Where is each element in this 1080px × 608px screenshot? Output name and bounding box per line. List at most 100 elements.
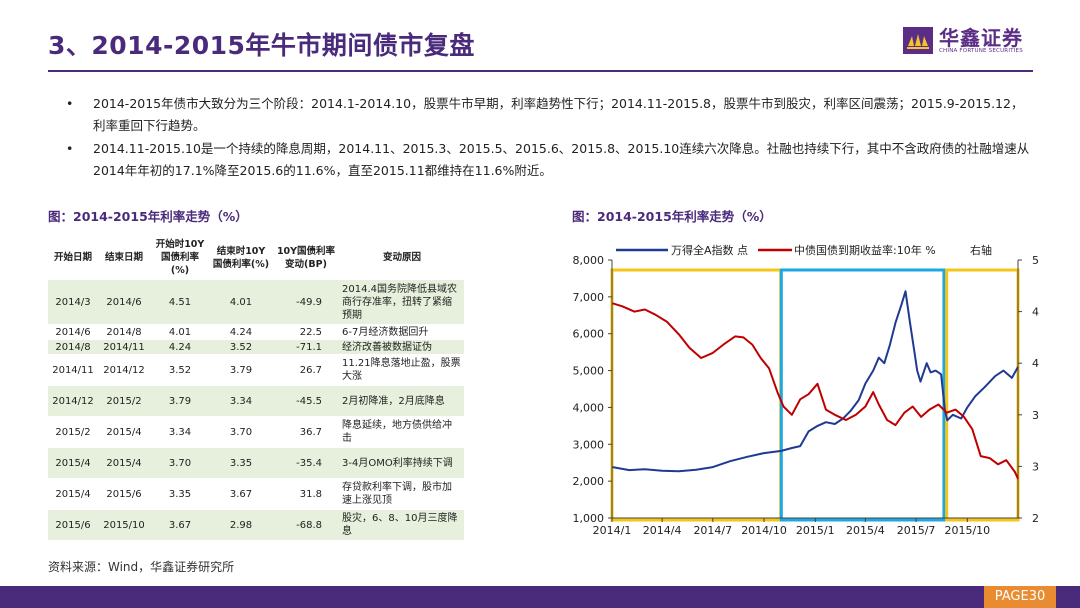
cell-rate-start: 3.34 [150,416,210,448]
cell-start: 2015/2 [48,416,98,448]
table-row: 2015/4 2015/6 3.35 3.67 31.8 存贷款利率下调，股市加… [48,478,464,510]
cell-change: 26.7 [272,354,340,386]
legend-label-right-axis: 右轴 [970,243,992,257]
source-note: 资料来源：Wind，华鑫证券研究所 [48,560,235,574]
logo-name: 华鑫证券 [939,26,1023,50]
cell-rate-start: 3.79 [150,385,210,417]
cell-end: 2014/6 [98,279,150,325]
table-row: 2014/3 2014/6 4.51 4.01 -49.9 2014.4国务院降… [48,279,464,325]
cell-rate-start: 3.67 [150,509,210,541]
cell-end: 2015/2 [98,385,150,417]
x-axis-tick-label: 2014/1 [593,524,632,537]
left-axis-tick-label: 7,000 [573,291,605,304]
right-axis-tick-label: 3.0 [1032,460,1040,473]
period-highlight-box [610,268,783,522]
cell-rate-end: 3.35 [210,447,272,479]
x-axis-tick-label: 2015/1 [796,524,835,537]
cell-start: 2014/11 [48,354,98,386]
rate-chart: 1,000 2,000 3,000 4,000 5,000 6,000 7,000 8,000… [560,236,1050,548]
cell-start: 2015/4 [48,478,98,510]
cell-end: 2015/4 [98,447,150,479]
cell-reason: 存贷款利率下调，股市加速上涨见顶 [340,478,464,510]
logo-subtitle: CHINA FORTUNE SECURITIES [939,48,1023,54]
cell-rate-start: 4.24 [150,339,210,355]
x-axis-tick-label: 2014/4 [643,524,682,537]
cell-change: -68.8 [272,509,340,541]
bullet-text: 2014-2015年债市大致分为三个阶段：2014.1-2014.10，股票牛市… [93,96,1024,133]
cell-start: 2014/6 [48,324,98,340]
table-row: 2014/8 2014/11 4.24 3.52 -71.1 经济改善被数据证伪 [48,339,464,355]
chart-svg: 1,000 2,000 3,000 4,000 5,000 6,000 7,000 8,000… [573,243,1050,537]
bullet-dot-icon: • [66,141,74,156]
cell-start: 2014/3 [48,279,98,325]
cell-end: 2014/8 [98,324,150,340]
right-axis-tick-label: 3.5 [1032,409,1040,422]
table-row: 2015/2 2015/4 3.34 3.70 36.7 降息延续，地方债供给冲… [48,416,464,448]
right-axis-tick-label: 4.5 [1032,306,1040,319]
bullet-item: • 2014-2015年债市大致分为三个阶段：2014.1-2014.10，股票… [66,93,1031,137]
cell-start: 2014/12 [48,385,98,417]
column-header: 10Y国债利率变动(BP) [272,236,340,280]
cell-rate-start: 3.35 [150,478,210,510]
cell-rate-start: 3.52 [150,354,210,386]
cell-reason: 6-7月经济数据回升 [340,324,464,340]
bullet-dot-icon: • [66,96,74,111]
cell-rate-end: 3.70 [210,416,272,448]
column-header: 开始时10Y国债利率(%) [150,236,210,280]
period-highlight-box [945,268,1020,522]
cell-rate-end: 3.52 [210,339,272,355]
column-header: 变动原因 [340,236,464,280]
right-figure-caption: 图：2014-2015年利率走势（%） [572,209,772,224]
x-axis-tick-label: 2014/7 [693,524,732,537]
column-header: 结束日期 [98,236,150,280]
logo-mark-icon [903,27,933,54]
left-figure-caption: 图：2014-2015年利率走势（%） [48,209,248,224]
cell-reason: 11.21降息落地止盈，股票大涨 [340,354,464,386]
cell-start: 2014/8 [48,339,98,355]
table-row: 2014/11 2014/12 3.52 3.79 26.7 11.21降息落地… [48,354,464,386]
cell-rate-end: 4.24 [210,324,272,340]
bullet-text: 2014.11-2015.10是一个持续的降息周期，2014.11、2015.3… [93,141,1030,178]
cell-rate-end: 4.01 [210,279,272,325]
cell-reason: 经济改善被数据证伪 [340,339,464,355]
cell-start: 2015/6 [48,509,98,541]
cell-reason: 降息延续，地方债供给冲击 [340,416,464,448]
cell-reason: 3-4月OMO利率持续下调 [340,447,464,479]
cell-change: -45.5 [272,385,340,417]
left-axis-tick-label: 8,000 [573,254,605,267]
legend-label-index: 万得全A指数 点 [671,243,748,257]
bullet-list: • 2014-2015年债市大致分为三个阶段：2014.1-2014.10，股票… [66,93,1031,183]
table-header-row: 开始日期 结束日期 开始时10Y国债利率(%) 结束时10Y国债利率(%) 10… [48,236,464,280]
cell-rate-end: 2.98 [210,509,272,541]
cell-rate-start: 3.70 [150,447,210,479]
x-axis-tick-label: 2014/10 [741,524,787,537]
cell-end: 2015/10 [98,509,150,541]
table-row: 2014/12 2015/2 3.79 3.34 -45.5 2月初降准，2月底… [48,385,464,417]
cell-reason: 2014.4国务院降低县域农商行存准率，扭转了紧缩预期 [340,279,464,325]
cell-rate-start: 4.51 [150,279,210,325]
cell-change: -71.1 [272,339,340,355]
cell-end: 2014/11 [98,339,150,355]
cell-end: 2015/6 [98,478,150,510]
cell-change: 31.8 [272,478,340,510]
table-row: 2014/6 2014/8 4.01 4.24 22.5 6-7月经济数据回升 [48,324,464,340]
left-axis-tick-label: 2,000 [573,475,605,488]
table-row: 2015/6 2015/10 3.67 2.98 -68.8 股灾，6、8、10… [48,509,464,541]
wind-a-index-line [612,290,1019,473]
table-row: 2015/4 2015/4 3.70 3.35 -35.4 3-4月OMO利率持… [48,447,464,479]
legend-label-yield: 中债国债到期收益率:10年 % [794,243,936,257]
right-axis-tick-label: 5.0 [1032,254,1040,267]
x-axis-tick-label: 2015/4 [846,524,885,537]
cell-start: 2015/4 [48,447,98,479]
cell-rate-end: 3.67 [210,478,272,510]
cell-change: -35.4 [272,447,340,479]
page-number: PAGE30 [984,586,1056,608]
x-axis-tick-label: 2015/7 [897,524,936,537]
cell-end: 2015/4 [98,416,150,448]
left-axis-tick-label: 6,000 [573,328,605,341]
left-axis-tick-label: 1,000 [573,512,605,525]
page-title: 3、2014-2015年牛市期间债市复盘 [48,31,475,60]
right-axis-tick-label: 4.0 [1032,357,1040,370]
rate-table: 开始日期 结束日期 开始时10Y国债利率(%) 结束时10Y国债利率(%) 10… [48,236,464,541]
cell-rate-start: 4.01 [150,324,210,340]
